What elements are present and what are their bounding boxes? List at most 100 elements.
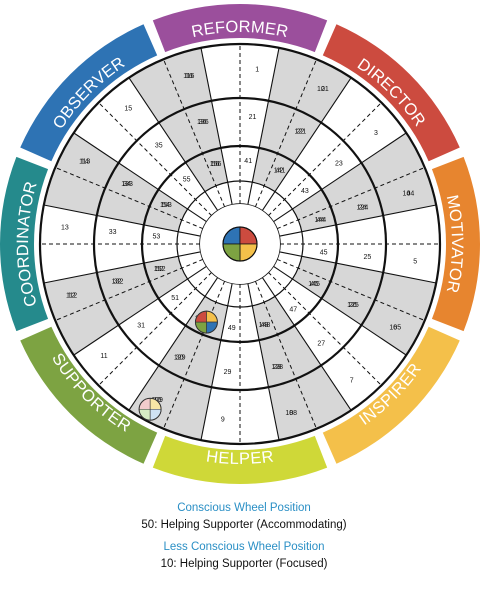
outer-gray-number: 101 xyxy=(317,86,329,93)
middle-number: 27 xyxy=(317,340,325,347)
middle-gray-number: 129 xyxy=(174,354,186,361)
gray-sector xyxy=(185,147,228,192)
outer-number: 2 xyxy=(321,86,325,93)
inner-number: 44 xyxy=(316,217,324,224)
segment-label: MOTIVATOR xyxy=(442,193,465,294)
middle-number: 35 xyxy=(155,143,163,150)
middle-gray-number: 132 xyxy=(112,279,124,286)
middle-number: 31 xyxy=(137,323,145,330)
outer-number: 3 xyxy=(374,130,378,137)
outer-gray-number: 116 xyxy=(183,73,194,80)
inner-number: 49 xyxy=(228,325,236,332)
gray-sector xyxy=(143,256,188,299)
conscious-position-title: Conscious Wheel Position xyxy=(177,502,311,514)
outer-gray-number: 108 xyxy=(285,410,297,417)
center-circle xyxy=(200,204,280,284)
segment-director xyxy=(322,24,460,162)
segment-label: HELPER xyxy=(205,448,275,469)
middle-gray-number: 136 xyxy=(197,119,209,126)
middle-gray-number: 124 xyxy=(357,204,369,211)
inner-gray-number: 144 xyxy=(315,217,327,224)
gray-sector xyxy=(321,263,384,326)
inner-gray-number: 148 xyxy=(259,322,271,329)
outer-number: 4 xyxy=(406,190,410,197)
middle-number: 30 xyxy=(176,354,184,361)
middle-gray-number: 128 xyxy=(271,364,283,371)
gray-sector xyxy=(96,263,159,326)
middle-number: 24 xyxy=(359,204,367,211)
gray-sector xyxy=(259,100,322,163)
inner-number: 47 xyxy=(289,306,297,313)
middle-number: 29 xyxy=(224,369,232,376)
segment-label: REFORMER xyxy=(190,18,290,41)
outer-gray-number: 112 xyxy=(66,293,77,300)
outer-number: 5 xyxy=(413,259,417,266)
segment-inspirer xyxy=(322,326,460,464)
conscious-position-value: 50: Helping Supporter (Accommodating) xyxy=(141,519,347,531)
inner-number: 54 xyxy=(162,202,170,209)
segment-coordinator xyxy=(0,156,49,332)
marker-position-50 xyxy=(194,310,218,334)
inner-number: 55 xyxy=(183,177,191,184)
less-conscious-position-value: 10: Helping Supporter (Focused) xyxy=(160,558,328,570)
middle-number: 25 xyxy=(363,254,371,261)
segment-motivator xyxy=(431,156,481,332)
segment-observer xyxy=(20,24,158,162)
segment-supporter xyxy=(20,326,158,464)
outer-number: 8 xyxy=(289,410,293,417)
middle-number: 32 xyxy=(114,279,122,286)
inner-number: 48 xyxy=(261,322,269,329)
gray-sector xyxy=(292,189,337,232)
inner-gray-number: 156 xyxy=(210,161,222,168)
position-markers xyxy=(138,310,218,421)
inner-number: 56 xyxy=(212,161,220,168)
inner-gray-number: 152 xyxy=(154,266,166,273)
gray-sector xyxy=(143,189,188,232)
outer-number: 13 xyxy=(61,224,69,231)
outer-gray-number: 113 xyxy=(79,159,90,166)
wheel-lines xyxy=(38,42,442,446)
segment-reformer xyxy=(152,3,328,53)
inner-number: 41 xyxy=(244,158,252,165)
middle-number: 22 xyxy=(296,129,304,136)
gray-sector xyxy=(252,147,295,192)
outer-gray-number: 105 xyxy=(389,324,401,331)
marker-position-10 xyxy=(138,397,162,421)
middle-gray-number: 125 xyxy=(347,302,359,309)
outer-number: 14 xyxy=(81,159,89,166)
gray-sector xyxy=(292,256,337,299)
inner-number: 42 xyxy=(276,167,284,174)
gray-sector xyxy=(96,162,159,225)
wheel-positions: Conscious Wheel Position 50: Helping Sup… xyxy=(0,500,488,573)
segment-helper xyxy=(152,435,328,485)
outer-number: 11 xyxy=(100,353,107,360)
middle-number: 36 xyxy=(199,119,207,126)
less-conscious-position-title: Less Conscious Wheel Position xyxy=(163,541,325,553)
inner-number: 51 xyxy=(171,295,179,302)
inner-gray-number: 145 xyxy=(308,281,320,288)
inner-number: 52 xyxy=(156,266,164,273)
middle-gray-number: 121 xyxy=(294,129,306,136)
gray-sector xyxy=(252,296,295,341)
outer-number: 15 xyxy=(124,105,132,112)
outer-gray-number: 104 xyxy=(403,190,415,197)
outer-number: 7 xyxy=(350,378,354,385)
gray-sector xyxy=(321,162,384,225)
middle-number: 28 xyxy=(273,364,281,371)
middle-number: 34 xyxy=(123,181,131,188)
outer-number: 1 xyxy=(255,66,259,73)
inner-gray-number: 141 xyxy=(274,167,286,174)
middle-number: 21 xyxy=(249,114,257,121)
inner-number: 45 xyxy=(320,250,328,257)
inner-number: 43 xyxy=(301,188,309,195)
middle-gray-number: 133 xyxy=(121,181,133,188)
inner-number: 46 xyxy=(310,281,318,288)
gray-sector xyxy=(158,325,221,388)
middle-number: 26 xyxy=(349,302,357,309)
inner-number: 53 xyxy=(153,233,161,240)
gray-sector xyxy=(158,100,221,163)
outer-number: 16 xyxy=(185,73,193,80)
middle-number: 33 xyxy=(109,229,117,236)
middle-number: 23 xyxy=(335,160,343,167)
outer-number: 9 xyxy=(221,417,225,424)
